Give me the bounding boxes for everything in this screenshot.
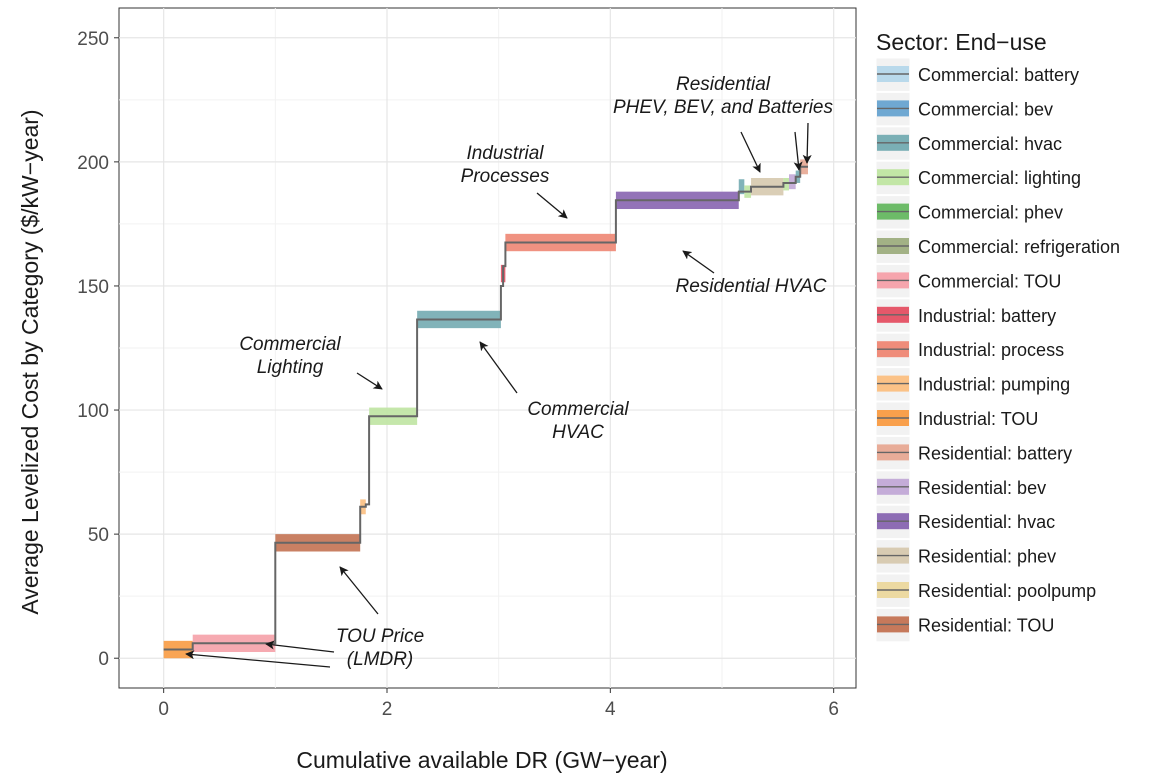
legend-label: Industrial: pumping	[918, 375, 1070, 395]
legend-label: Residential: battery	[918, 443, 1072, 463]
y-tick-label: 250	[77, 29, 109, 50]
annotation-arrow	[793, 131, 803, 171]
legend-item: Residential: phev	[875, 539, 1056, 574]
axes: 0 2 4 6 0 50 100 150 200 250	[77, 29, 839, 720]
y-tick-label: 50	[88, 525, 109, 546]
legend-item: Commercial: refrigeration	[875, 229, 1120, 264]
annotation-text: Commercial	[239, 334, 341, 355]
legend-item: Industrial: pumping	[875, 367, 1070, 402]
y-tick-label: 100	[77, 401, 109, 422]
legend-label: Commercial: phev	[918, 203, 1063, 223]
annotation-arrow	[265, 640, 335, 653]
legend-item: Commercial: battery	[875, 57, 1079, 92]
y-tick-label: 0	[98, 649, 109, 670]
annotation-text: TOU Price	[336, 626, 424, 647]
annotation-arrow	[185, 650, 331, 668]
legend-label: Industrial: process	[918, 340, 1064, 360]
legend-item: Commercial: phev	[875, 195, 1063, 230]
segment-residential-bev	[789, 174, 796, 190]
legend-item: Residential: bev	[875, 470, 1046, 505]
x-tick-label: 4	[605, 699, 616, 720]
annotation-text: (LMDR)	[347, 649, 414, 670]
annotation-text: PHEV, BEV, and Batteries	[613, 97, 834, 118]
x-tick-label: 2	[382, 699, 393, 720]
legend-item: Commercial: bev	[875, 91, 1053, 127]
annotation: Residential HVAC	[675, 250, 827, 297]
y-axis-title: Average Levelized Cost by Category ($/kW…	[17, 109, 43, 614]
legend-item: Residential: poolpump	[875, 573, 1096, 608]
annotation-arrow	[682, 250, 715, 274]
legend-item: Commercial: TOU	[875, 263, 1061, 299]
cumulative-step-line	[163, 165, 808, 651]
legend-item: Residential: battery	[875, 435, 1072, 471]
legend-title: Sector: End−use	[876, 29, 1047, 55]
legend-label: Industrial: TOU	[918, 409, 1038, 429]
legend-label: Commercial: bev	[918, 99, 1053, 119]
legend-label: Residential: phev	[918, 547, 1056, 567]
annotation-arrow	[339, 566, 379, 615]
legend-item: Industrial: process	[875, 332, 1064, 368]
annotation-text: Processes	[461, 166, 550, 187]
annotation-text: Residential HVAC	[675, 276, 826, 297]
annotation-arrow	[356, 372, 383, 390]
y-tick-label: 200	[77, 153, 109, 174]
annotation-text: Lighting	[257, 357, 324, 378]
annotation-arrow	[802, 122, 812, 164]
segment-commercial-lighting	[783, 178, 789, 191]
legend-label: Residential: TOU	[918, 615, 1054, 635]
legend-label: Commercial: hvac	[918, 134, 1062, 154]
annotation-text: Residential	[676, 74, 771, 95]
legend-item: Industrial: battery	[875, 298, 1056, 333]
annotation: TOU Price(LMDR)	[185, 566, 424, 670]
legend-label: Commercial: refrigeration	[918, 237, 1120, 257]
legend-item: Commercial: lighting	[875, 160, 1081, 196]
annotation-arrow	[479, 341, 518, 394]
annotation-text: Commercial	[527, 399, 629, 420]
x-tick-label: 0	[158, 699, 169, 720]
segment-commercial-hvac	[738, 179, 745, 195]
annotation-text: HVAC	[552, 422, 604, 443]
legend-label: Residential: hvac	[918, 512, 1055, 532]
x-tick-label: 6	[828, 699, 839, 720]
legend-label: Commercial: TOU	[918, 271, 1061, 291]
legend-item: Commercial: hvac	[875, 126, 1062, 161]
legend-item: Residential: TOU	[875, 607, 1054, 643]
legend-item: Industrial: TOU	[875, 401, 1038, 436]
legend-item: Residential: hvac	[875, 504, 1055, 540]
legend-label: Commercial: lighting	[918, 168, 1081, 188]
y-tick-label: 150	[77, 277, 109, 298]
legend: Sector: End−use Commercial: battery Comme…	[875, 29, 1120, 643]
legend-label: Commercial: battery	[918, 65, 1079, 85]
annotation-arrow	[536, 192, 568, 219]
annotation-arrow	[740, 131, 761, 173]
legend-label: Residential: bev	[918, 478, 1046, 498]
legend-label: Residential: poolpump	[918, 581, 1096, 601]
legend-label: Industrial: battery	[918, 306, 1056, 326]
annotation-text: Industrial	[466, 143, 544, 164]
x-axis-title: Cumulative available DR (GW−year)	[296, 747, 667, 773]
